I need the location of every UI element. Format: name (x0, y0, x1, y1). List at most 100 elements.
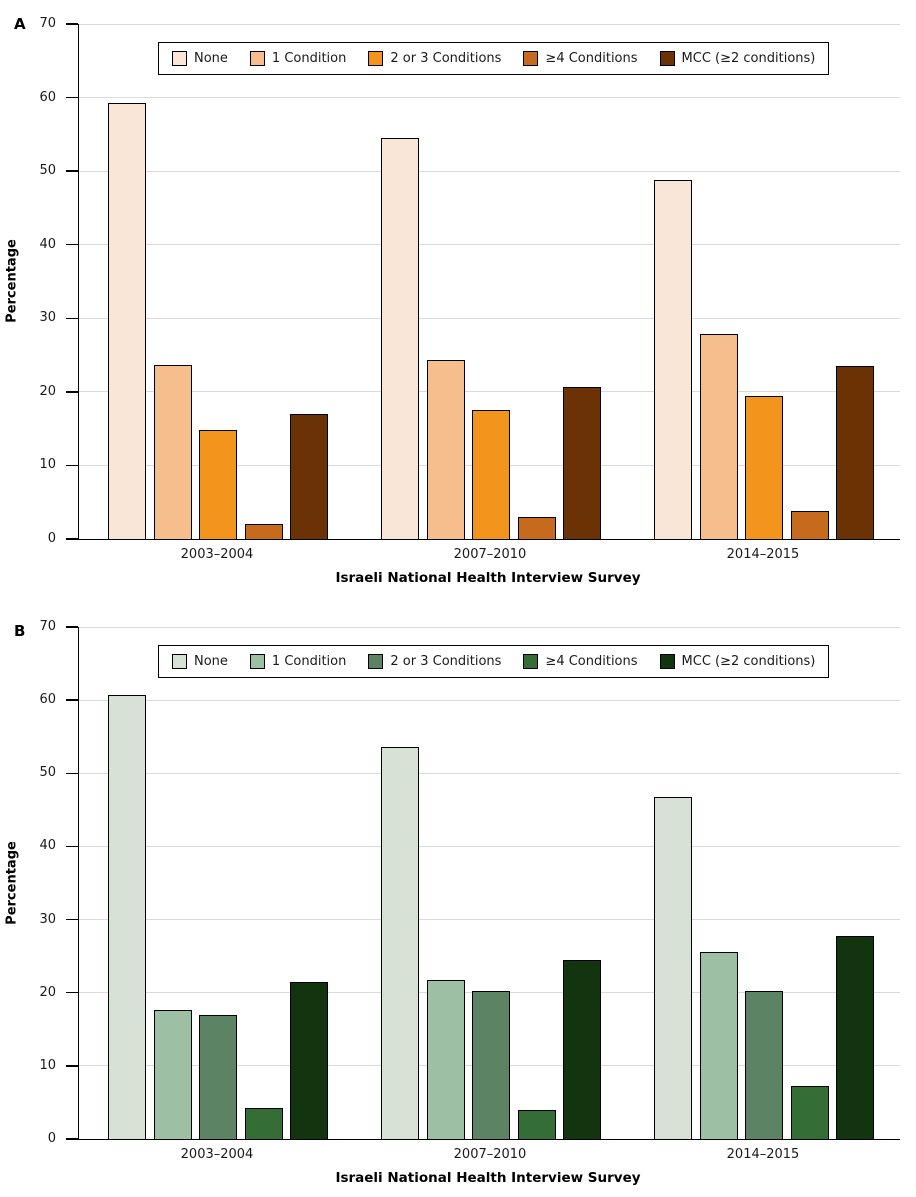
y-tick (66, 772, 78, 775)
y-tick (66, 317, 78, 320)
panel-b: B Percentage 0 10 20 30 40 50 60 70 None 1 Condi… (0, 605, 916, 1197)
bar (699, 334, 738, 539)
y-tick-label: 20 (39, 984, 56, 1000)
x-tick-label: 2014–2015 (726, 1147, 800, 1162)
y-tick (66, 96, 78, 99)
legend-swatch-icon (368, 654, 384, 669)
bar (290, 413, 329, 539)
y-tick (66, 23, 78, 25)
bar (199, 1014, 238, 1139)
x-axis-title: Israeli National Health Interview Survey (335, 1170, 641, 1186)
gridline (79, 919, 900, 921)
panel-a: A Percentage 0 10 20 30 40 50 60 70 None 1 Condi… (5, 15, 900, 586)
gridline (79, 699, 900, 701)
y-tick (66, 626, 78, 628)
bar (836, 936, 875, 1139)
legend-item: MCC (≥2 conditions) (659, 654, 816, 669)
y-tick-label: 50 (39, 765, 56, 781)
legend-swatch-icon (172, 51, 187, 66)
y-tick (66, 538, 78, 540)
legend-item: 1 Condition (249, 654, 347, 669)
legend-swatch-icon (172, 654, 187, 669)
plot-area (78, 23, 900, 540)
bar (517, 516, 556, 539)
bar (836, 366, 875, 539)
y-tick-label: 0 (47, 531, 56, 546)
legend-label: MCC (≥2 conditions) (681, 51, 816, 66)
legend-item: None (172, 654, 228, 669)
legend-swatch-icon (659, 654, 675, 669)
legend-item: ≥4 Conditions (523, 654, 638, 669)
legend-label: ≥4 Conditions (545, 51, 638, 66)
y-tick-label: 40 (39, 236, 56, 252)
panel-label: B (14, 622, 26, 640)
gridline (79, 845, 900, 847)
y-tick (66, 845, 78, 848)
gridline (79, 772, 900, 774)
gridline (79, 97, 900, 99)
y-tick-label: 30 (39, 310, 56, 326)
gridline (79, 244, 900, 246)
y-tick-label: 40 (39, 838, 56, 854)
x-tick-label: 2007–2010 (453, 547, 527, 562)
legend-swatch-icon (523, 654, 539, 669)
legend: None 1 Condition 2 or 3 Conditions ≥4 Condi… (158, 645, 830, 678)
legend-item: MCC (≥2 conditions) (659, 51, 816, 66)
legend-item: 2 or 3 Conditions (368, 654, 501, 669)
bar (153, 365, 192, 539)
gridline (79, 170, 900, 172)
y-tick-label: 50 (39, 163, 56, 179)
legend-item: 1 Condition (249, 51, 347, 66)
bar (790, 1085, 829, 1139)
panel-label: A (14, 15, 26, 33)
y-tick-label: 30 (39, 911, 56, 927)
y-tick-label: 10 (39, 457, 56, 473)
legend-label: 1 Condition (271, 51, 347, 66)
bar (472, 991, 511, 1139)
legend-swatch-icon (249, 51, 265, 66)
bar (199, 430, 238, 539)
gridline (79, 317, 900, 319)
y-tick (66, 1065, 78, 1067)
bar (153, 1009, 192, 1139)
plot-area (78, 626, 900, 1140)
x-tick-label: 2003–2004 (180, 1147, 254, 1162)
legend-swatch-icon (523, 51, 539, 66)
y-tick-label: 70 (39, 16, 56, 31)
x-tick-label: 2014–2015 (726, 547, 800, 562)
y-tick (66, 170, 78, 172)
legend-swatch-icon (368, 51, 384, 66)
y-tick (66, 243, 78, 246)
bar (563, 959, 602, 1139)
y-tick (66, 464, 78, 467)
legend-item: ≥4 Conditions (523, 51, 638, 66)
gridline (79, 23, 900, 25)
bar (654, 179, 692, 539)
legend-label: None (194, 654, 228, 669)
y-tick-label: 20 (39, 383, 56, 399)
bar (654, 797, 692, 1139)
legend-label: 1 Condition (271, 654, 347, 669)
legend-label: None (194, 51, 228, 66)
legend-label: MCC (≥2 conditions) (681, 654, 816, 669)
legend-swatch-icon (249, 654, 265, 669)
bar (472, 409, 511, 539)
x-axis-title: Israeli National Health Interview Survey (335, 570, 641, 586)
legend-item: None (172, 51, 228, 66)
y-tick-label: 60 (39, 89, 56, 105)
y-tick-label: 0 (47, 1131, 56, 1146)
bar (699, 951, 738, 1139)
x-tick-label: 2007–2010 (453, 1147, 527, 1162)
gridline (79, 626, 900, 628)
y-tick-label: 60 (39, 692, 56, 708)
bar (108, 103, 146, 539)
y-tick (66, 699, 78, 701)
y-tick (66, 391, 78, 393)
y-tick-label: 70 (39, 619, 56, 634)
bar (290, 981, 329, 1139)
bar (108, 695, 146, 1139)
y-tick (66, 1138, 78, 1140)
bar (745, 990, 784, 1139)
x-tick-label: 2003–2004 (180, 547, 254, 562)
